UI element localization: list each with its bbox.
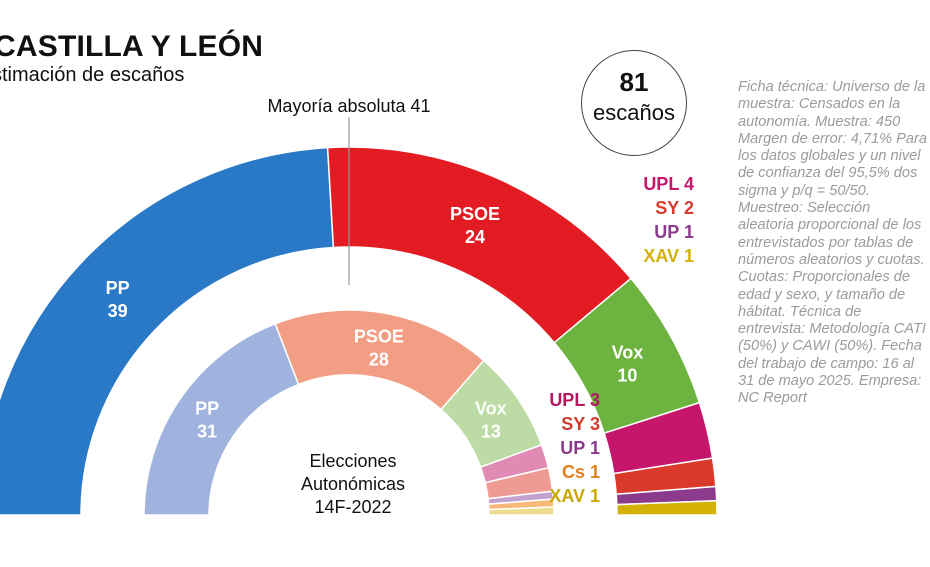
inner-label-up: UP 1 [560, 438, 600, 458]
chart-labels: PP 39 PSOE 24 Vox 10 UPL 4 SY 2 UP 1 XAV 1 PP 31 PSO… [106, 174, 694, 506]
outer-slice-xav [616, 499, 718, 516]
inner-ring-title-line-2: Autonómicas [301, 474, 405, 494]
outer-label-seats-psoe: 24 [465, 227, 485, 247]
outer-label-up: UP 1 [654, 222, 694, 242]
inner-label-cs: Cs 1 [562, 462, 600, 482]
inner-slice-pp [143, 322, 300, 516]
outer-label-party-pp: PP [106, 278, 130, 298]
outer-label-party-vox: Vox [612, 342, 644, 362]
outer-label-xav: XAV 1 [643, 246, 694, 266]
inner-label-party-psoe: PSOE [354, 327, 404, 347]
inner-label-seats-pp: 31 [197, 422, 217, 442]
outer-label-seats-vox: 10 [617, 365, 637, 385]
inner-label-upl: UPL 3 [549, 390, 600, 410]
inner-slice-xav [488, 506, 555, 516]
page-title: CASTILLA Y LEÓN [0, 30, 264, 63]
inner-label-seats-vox: 13 [481, 422, 501, 442]
ficha-tecnica: Ficha técnica: Universo de la muestra: C… [738, 79, 928, 407]
inner-label-xav: XAV 1 [549, 486, 600, 506]
inner-ring-title-line-1: Elecciones [309, 451, 396, 471]
inner-label-sy: SY 3 [561, 414, 600, 434]
total-seats-badge: 81 escaños [581, 50, 687, 156]
outer-slice-pp [0, 146, 335, 516]
outer-label-seats-pp: 39 [108, 301, 128, 321]
inner-label-party-vox: Vox [475, 399, 507, 419]
inner-ring-title-line-3: 14F-2022 [314, 497, 391, 517]
outer-label-sy: SY 2 [655, 198, 694, 218]
outer-label-party-psoe: PSOE [450, 204, 500, 224]
outer-label-upl: UPL 4 [643, 174, 694, 194]
total-seats-value: 81 [619, 67, 649, 97]
inner-label-party-pp: PP [195, 399, 219, 419]
page-subtitle: stimación de escaños [0, 64, 185, 86]
majority-label: Mayoría absoluta 41 [267, 96, 430, 116]
inner-label-seats-psoe: 28 [369, 350, 389, 370]
inner-ring-2022-elections [143, 309, 555, 516]
total-seats-unit: escaños [593, 100, 675, 125]
outer-ring-current-estimate [0, 146, 718, 516]
